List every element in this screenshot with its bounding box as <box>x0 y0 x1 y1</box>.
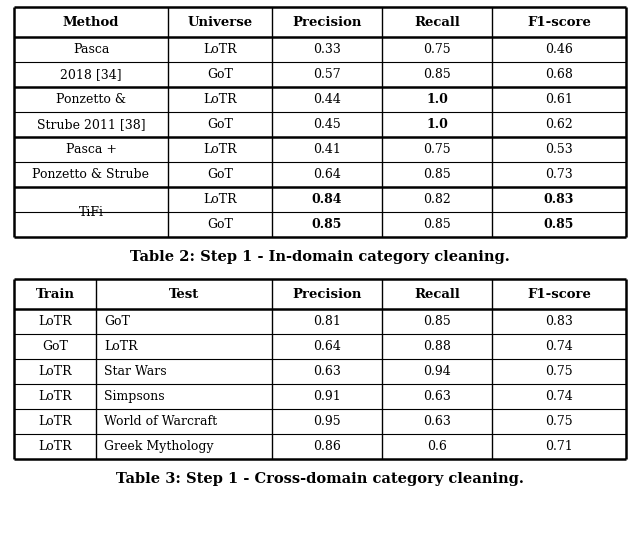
Text: 0.64: 0.64 <box>313 340 341 353</box>
Text: 0.45: 0.45 <box>313 118 341 131</box>
Text: LoTR: LoTR <box>38 365 72 378</box>
Text: GoT: GoT <box>207 118 233 131</box>
Text: LoTR: LoTR <box>38 440 72 453</box>
Text: Strube 2011 [38]: Strube 2011 [38] <box>36 118 145 131</box>
Text: LoTR: LoTR <box>203 193 237 206</box>
Text: 0.71: 0.71 <box>545 440 573 453</box>
Text: GoT: GoT <box>42 340 68 353</box>
Text: Recall: Recall <box>414 287 460 300</box>
Text: 0.44: 0.44 <box>313 93 341 106</box>
Text: LoTR: LoTR <box>38 315 72 328</box>
Text: 0.73: 0.73 <box>545 168 573 181</box>
Text: GoT: GoT <box>207 218 233 231</box>
Text: Universe: Universe <box>188 16 253 28</box>
Text: 0.85: 0.85 <box>423 68 451 81</box>
Text: LoTR: LoTR <box>38 415 72 428</box>
Text: 0.75: 0.75 <box>423 43 451 56</box>
Text: 0.85: 0.85 <box>423 315 451 328</box>
Text: 0.46: 0.46 <box>545 43 573 56</box>
Text: 0.68: 0.68 <box>545 68 573 81</box>
Text: Precision: Precision <box>292 16 362 28</box>
Text: 1.0: 1.0 <box>426 93 448 106</box>
Text: 0.86: 0.86 <box>313 440 341 453</box>
Text: LoTR: LoTR <box>203 93 237 106</box>
Text: LoTR: LoTR <box>203 43 237 56</box>
Text: Method: Method <box>63 16 119 28</box>
Text: LoTR: LoTR <box>38 390 72 403</box>
Text: 0.63: 0.63 <box>423 390 451 403</box>
Text: 0.41: 0.41 <box>313 143 341 156</box>
Text: Simpsons: Simpsons <box>104 390 164 403</box>
Text: LoTR: LoTR <box>104 340 138 353</box>
Text: TiFi: TiFi <box>79 206 104 218</box>
Text: Recall: Recall <box>414 16 460 28</box>
Text: 0.62: 0.62 <box>545 118 573 131</box>
Text: F1-score: F1-score <box>527 287 591 300</box>
Text: 0.95: 0.95 <box>313 415 341 428</box>
Text: GoT: GoT <box>207 168 233 181</box>
Text: 0.82: 0.82 <box>423 193 451 206</box>
Text: 0.61: 0.61 <box>545 93 573 106</box>
Text: Star Wars: Star Wars <box>104 365 166 378</box>
Text: 0.88: 0.88 <box>423 340 451 353</box>
Text: 0.74: 0.74 <box>545 340 573 353</box>
Text: 2018 [34]: 2018 [34] <box>60 68 122 81</box>
Text: Table 2: Step 1 - In-domain category cleaning.: Table 2: Step 1 - In-domain category cle… <box>130 250 510 264</box>
Text: 0.64: 0.64 <box>313 168 341 181</box>
Text: 0.94: 0.94 <box>423 365 451 378</box>
Text: 0.75: 0.75 <box>545 415 573 428</box>
Text: Pasca +: Pasca + <box>65 143 116 156</box>
Text: 0.63: 0.63 <box>423 415 451 428</box>
Text: 0.33: 0.33 <box>313 43 341 56</box>
Text: 0.84: 0.84 <box>312 193 342 206</box>
Text: 0.81: 0.81 <box>313 315 341 328</box>
Text: LoTR: LoTR <box>203 143 237 156</box>
Text: 0.57: 0.57 <box>313 68 341 81</box>
Text: 0.83: 0.83 <box>544 193 574 206</box>
Text: 0.85: 0.85 <box>423 218 451 231</box>
Text: Precision: Precision <box>292 287 362 300</box>
Text: 0.74: 0.74 <box>545 390 573 403</box>
Text: 0.83: 0.83 <box>545 315 573 328</box>
Text: 0.85: 0.85 <box>423 168 451 181</box>
Text: 0.85: 0.85 <box>312 218 342 231</box>
Text: Train: Train <box>35 287 74 300</box>
Text: Table 3: Step 1 - Cross-domain category cleaning.: Table 3: Step 1 - Cross-domain category … <box>116 472 524 486</box>
Text: 0.53: 0.53 <box>545 143 573 156</box>
Text: Ponzetto &: Ponzetto & <box>56 93 126 106</box>
Text: Pasca: Pasca <box>73 43 109 56</box>
Text: 0.91: 0.91 <box>313 390 341 403</box>
Text: GoT: GoT <box>207 68 233 81</box>
Text: World of Warcraft: World of Warcraft <box>104 415 217 428</box>
Text: 0.75: 0.75 <box>423 143 451 156</box>
Text: Test: Test <box>169 287 199 300</box>
Text: 1.0: 1.0 <box>426 118 448 131</box>
Text: 0.6: 0.6 <box>427 440 447 453</box>
Text: 0.85: 0.85 <box>544 218 574 231</box>
Text: Greek Mythology: Greek Mythology <box>104 440 214 453</box>
Text: F1-score: F1-score <box>527 16 591 28</box>
Text: 0.63: 0.63 <box>313 365 341 378</box>
Text: Ponzetto & Strube: Ponzetto & Strube <box>33 168 150 181</box>
Text: 0.75: 0.75 <box>545 365 573 378</box>
Text: GoT: GoT <box>104 315 130 328</box>
